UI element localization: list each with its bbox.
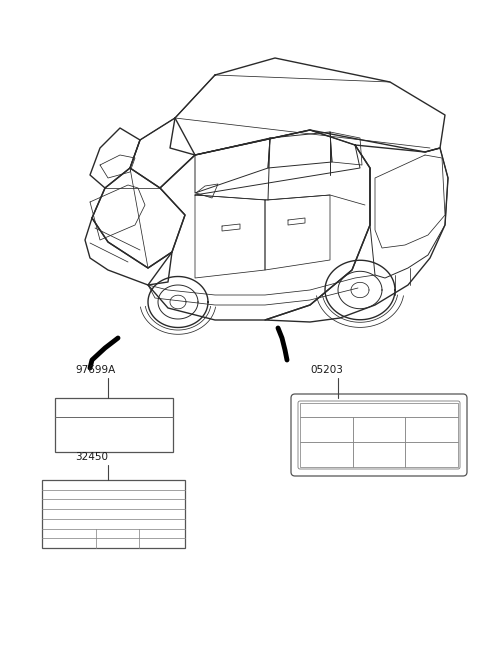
- Text: 32450: 32450: [75, 452, 108, 462]
- Bar: [300, 442, 353, 467]
- Text: 05203: 05203: [310, 365, 343, 375]
- FancyBboxPatch shape: [298, 401, 460, 469]
- Bar: [405, 442, 458, 467]
- FancyBboxPatch shape: [291, 394, 467, 476]
- Bar: [353, 417, 405, 442]
- Bar: [353, 442, 405, 467]
- Bar: [300, 417, 353, 442]
- Bar: [405, 417, 458, 442]
- Bar: [55, 398, 173, 452]
- Text: 97699A: 97699A: [75, 365, 115, 375]
- Bar: [42, 480, 185, 548]
- Bar: [300, 403, 458, 417]
